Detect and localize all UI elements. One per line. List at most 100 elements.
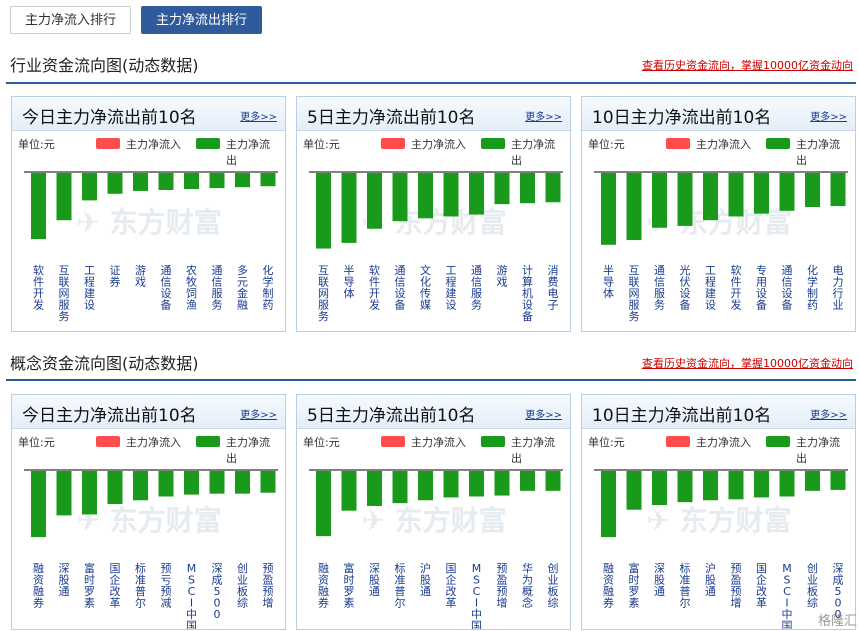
inflow-swatch bbox=[96, 138, 120, 149]
bar-软件开发[interactable] bbox=[367, 173, 382, 229]
bar-化学制药[interactable] bbox=[260, 173, 276, 187]
category-label: 深成 5 0 0 bbox=[212, 562, 223, 621]
bar-创业板综[interactable] bbox=[235, 471, 250, 494]
bar-国企改革[interactable] bbox=[443, 471, 459, 498]
more-link[interactable]: 更多>> bbox=[525, 410, 562, 421]
fund-flow-panel: 今日主力净流出前10名 更多>> 单位:元 主力净流入 主力净流出 ✈ 东方财富 融资融券 深… bbox=[11, 394, 286, 630]
section-divider bbox=[6, 379, 856, 381]
bar-深成500[interactable] bbox=[830, 471, 846, 490]
more-link[interactable]: 更多>> bbox=[240, 112, 277, 123]
bar-游戏[interactable] bbox=[133, 173, 148, 191]
chart-legend: 单位:元 主力净流入 主力净流出 bbox=[588, 434, 850, 465]
bar-工程建设[interactable] bbox=[443, 173, 459, 217]
bar-农牧饲渔[interactable] bbox=[184, 173, 199, 190]
bar-预盈预增[interactable] bbox=[728, 471, 744, 500]
bar-证券[interactable] bbox=[107, 173, 123, 194]
bar-通信设备[interactable] bbox=[158, 173, 174, 190]
panel-title: 5日主力净流出前10名 bbox=[307, 406, 476, 426]
panel-title: 5日主力净流出前10名 bbox=[307, 108, 476, 128]
bar-富时罗素[interactable] bbox=[341, 471, 357, 511]
bar-创业板综[interactable] bbox=[545, 471, 561, 491]
bar-深股通[interactable] bbox=[367, 471, 382, 506]
category-label: 沪股通 bbox=[705, 561, 716, 598]
category-label: 农牧饲渔 bbox=[186, 263, 197, 312]
category-label: 化学制药 bbox=[263, 263, 274, 312]
bar-电力行业[interactable] bbox=[830, 173, 846, 207]
bar-计算机设备[interactable] bbox=[520, 173, 535, 204]
bar-消费电子[interactable] bbox=[545, 173, 561, 203]
category-label: 通信服务 bbox=[471, 264, 482, 312]
bar-国企改革[interactable] bbox=[754, 471, 769, 498]
bar-创业板综[interactable] bbox=[805, 471, 820, 491]
bar-预盈预增[interactable] bbox=[494, 471, 510, 496]
bar-软件开发[interactable] bbox=[31, 173, 46, 240]
watermark-logo: ✈ 东方财富 bbox=[76, 206, 221, 239]
bar-预亏预减[interactable] bbox=[158, 471, 174, 497]
bar-深股通[interactable] bbox=[652, 471, 667, 505]
bar-通信设备[interactable] bbox=[779, 173, 795, 211]
bar-化学制药[interactable] bbox=[805, 173, 820, 207]
bar-半导体[interactable] bbox=[341, 173, 357, 243]
bar-预盈预增[interactable] bbox=[260, 471, 276, 493]
bar-光伏设备[interactable] bbox=[677, 173, 693, 226]
bar-深成500[interactable] bbox=[209, 471, 225, 494]
bar-MSCI中国[interactable] bbox=[779, 471, 795, 497]
panel-header: 10日主力净流出前10名 更多>> bbox=[582, 97, 855, 131]
bar-融资融券[interactable] bbox=[316, 471, 331, 537]
bar-沪股通[interactable] bbox=[418, 471, 433, 501]
category-label: 互联网服务 bbox=[59, 264, 70, 323]
bar-互联网服务[interactable] bbox=[626, 173, 642, 241]
bar-富时罗素[interactable] bbox=[626, 471, 642, 510]
bar-多元金融[interactable] bbox=[235, 173, 250, 188]
bar-专用设备[interactable] bbox=[754, 173, 769, 214]
bar-工程建设[interactable] bbox=[703, 173, 718, 221]
unit-label: 单位:元 bbox=[18, 436, 55, 449]
watermark-logo: ✈ 东方财富 bbox=[361, 504, 506, 537]
bar-游戏[interactable] bbox=[494, 173, 510, 205]
more-link[interactable]: 更多>> bbox=[810, 410, 847, 421]
bar-工程建设[interactable] bbox=[82, 173, 97, 201]
bar-华为概念[interactable] bbox=[520, 471, 535, 491]
bar-MSCI中国[interactable] bbox=[184, 471, 199, 495]
bar-标准普尔[interactable] bbox=[677, 471, 693, 503]
history-link-concept[interactable]: 查看历史资金流向，掌握10000亿资金动向 bbox=[642, 357, 853, 370]
bar-国企改革[interactable] bbox=[107, 471, 123, 505]
bar-标准普尔[interactable] bbox=[392, 471, 408, 504]
bar-融资融券[interactable] bbox=[31, 471, 46, 538]
category-label: 游戏 bbox=[135, 264, 146, 289]
bar-互联网服务[interactable] bbox=[56, 173, 72, 221]
tab-net-inflow-ranking[interactable]: 主力净流入排行 bbox=[10, 6, 132, 34]
outflow-swatch bbox=[766, 138, 790, 149]
bar-富时罗素[interactable] bbox=[82, 471, 97, 515]
bar-MSCI中国[interactable] bbox=[469, 471, 484, 497]
history-link-industry[interactable]: 查看历史资金流向，掌握10000亿资金动向 bbox=[642, 59, 853, 72]
category-label: 半导体 bbox=[603, 263, 614, 300]
category-label: 富时罗素 bbox=[344, 561, 355, 610]
more-link[interactable]: 更多>> bbox=[810, 112, 847, 123]
bar-沪股通[interactable] bbox=[703, 471, 718, 501]
category-label: 预亏预减 bbox=[161, 562, 172, 610]
bar-深股通[interactable] bbox=[56, 471, 72, 516]
unit-label: 单位:元 bbox=[588, 138, 625, 151]
bar-通信服务[interactable] bbox=[469, 173, 484, 215]
bar-通信服务[interactable] bbox=[652, 173, 667, 228]
tab-net-outflow-ranking[interactable]: 主力净流出排行 bbox=[141, 6, 263, 34]
bar-互联网服务[interactable] bbox=[316, 173, 331, 249]
bar-软件开发[interactable] bbox=[728, 173, 744, 217]
category-label: 深股通 bbox=[654, 562, 665, 598]
panel-title: 今日主力净流出前10名 bbox=[22, 108, 197, 128]
more-link[interactable]: 更多>> bbox=[240, 410, 277, 421]
inflow-swatch bbox=[381, 436, 405, 447]
category-label: 标准普尔 bbox=[395, 561, 406, 610]
bar-通信服务[interactable] bbox=[209, 173, 225, 189]
bar-融资融券[interactable] bbox=[601, 471, 616, 538]
bar-通信设备[interactable] bbox=[392, 173, 408, 222]
category-label: M S C I 中国 bbox=[782, 562, 793, 630]
more-link[interactable]: 更多>> bbox=[525, 112, 562, 123]
panel-title: 10日主力净流出前10名 bbox=[592, 108, 772, 128]
watermark-logo: ✈ 东方财富 bbox=[76, 504, 221, 537]
bar-标准普尔[interactable] bbox=[133, 471, 148, 501]
bar-文化传媒[interactable] bbox=[418, 173, 433, 219]
bar-半导体[interactable] bbox=[601, 173, 616, 245]
panel-title: 10日主力净流出前10名 bbox=[592, 406, 772, 426]
